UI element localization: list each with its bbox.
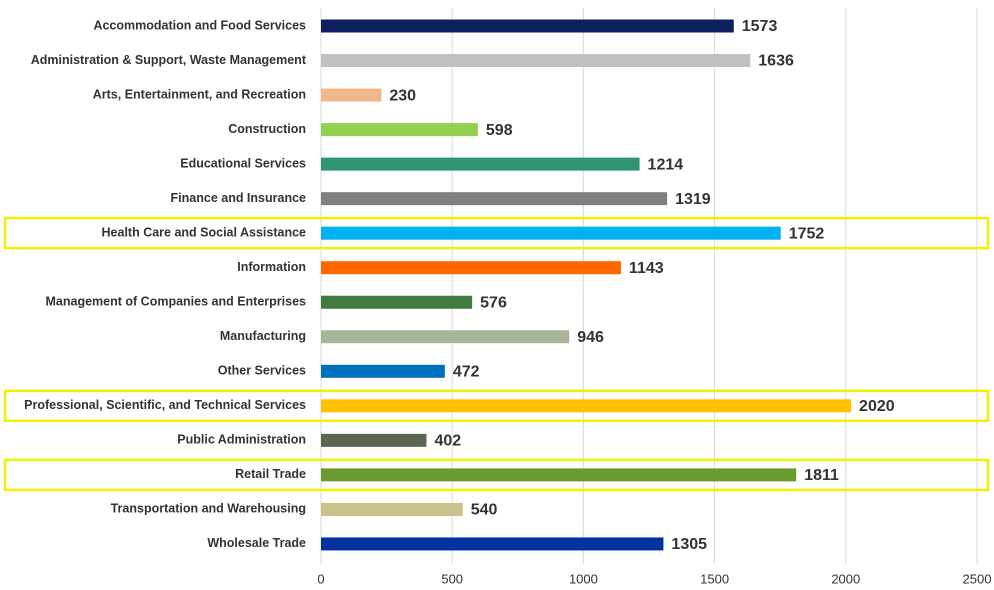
value-label: 946 bbox=[577, 329, 604, 346]
category-label: Accommodation and Food Services bbox=[93, 18, 306, 32]
bar bbox=[321, 399, 852, 413]
value-label: 540 bbox=[471, 502, 498, 519]
category-label: Management of Companies and Enterprises bbox=[46, 295, 307, 309]
bar bbox=[321, 19, 734, 33]
x-tick-label: 1000 bbox=[569, 571, 598, 586]
x-tick-label: 2000 bbox=[831, 571, 860, 586]
highlight-box bbox=[3, 216, 990, 250]
bar bbox=[321, 192, 668, 206]
category-label: Wholesale Trade bbox=[207, 536, 306, 550]
x-tick-label: 500 bbox=[441, 571, 463, 586]
category-label: Educational Services bbox=[180, 156, 306, 170]
bar bbox=[321, 537, 664, 551]
bar bbox=[321, 226, 781, 240]
value-label: 2020 bbox=[859, 398, 895, 415]
bar bbox=[321, 54, 751, 68]
highlight-box bbox=[3, 458, 990, 492]
category-label: Administration & Support, Waste Manageme… bbox=[31, 53, 307, 67]
value-label: 230 bbox=[389, 87, 416, 104]
category-label: Construction bbox=[228, 122, 306, 136]
highlight-box bbox=[3, 389, 990, 423]
category-label: Retail Trade bbox=[235, 467, 306, 481]
value-label: 1811 bbox=[804, 467, 839, 484]
value-label: 598 bbox=[486, 122, 513, 139]
category-label: Manufacturing bbox=[220, 329, 306, 343]
value-label: 402 bbox=[434, 433, 461, 450]
value-label: 1143 bbox=[629, 260, 664, 277]
value-label: 1214 bbox=[648, 156, 684, 173]
bar bbox=[321, 157, 640, 171]
bar bbox=[321, 88, 382, 102]
bar bbox=[321, 330, 570, 344]
value-label: 1752 bbox=[789, 225, 825, 242]
x-tick-label: 2500 bbox=[963, 571, 992, 586]
value-label: 1573 bbox=[742, 18, 778, 35]
value-label: 1305 bbox=[671, 536, 707, 553]
x-tick-label: 1500 bbox=[700, 571, 729, 586]
value-label: 576 bbox=[480, 294, 507, 311]
category-label: Public Administration bbox=[177, 433, 306, 447]
category-label: Health Care and Social Assistance bbox=[102, 225, 307, 239]
bar bbox=[321, 468, 797, 482]
category-label: Professional, Scientific, and Technical … bbox=[24, 398, 306, 412]
value-label: 1319 bbox=[675, 191, 711, 208]
bar bbox=[321, 123, 478, 137]
bar bbox=[321, 261, 621, 275]
bar bbox=[321, 502, 463, 516]
value-label: 472 bbox=[453, 364, 480, 381]
category-label: Finance and Insurance bbox=[171, 191, 307, 205]
category-label: Transportation and Warehousing bbox=[111, 502, 306, 516]
bar bbox=[321, 295, 473, 309]
bar bbox=[321, 364, 445, 378]
category-label: Other Services bbox=[218, 364, 306, 378]
category-label: Arts, Entertainment, and Recreation bbox=[93, 87, 306, 101]
value-label: 1636 bbox=[758, 53, 794, 70]
category-label: Information bbox=[237, 260, 306, 274]
x-tick-label: 0 bbox=[317, 571, 324, 586]
bar bbox=[321, 433, 427, 447]
